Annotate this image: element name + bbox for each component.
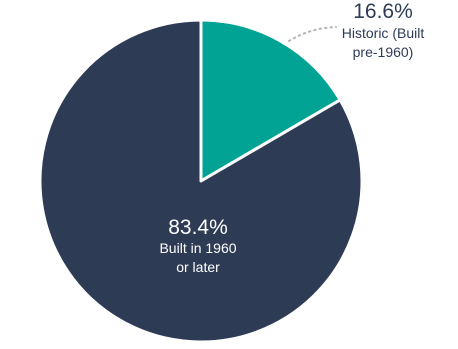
leader-line: [288, 26, 337, 42]
pie-slices: [38, 18, 364, 344]
slice-2-category-label: or later: [176, 259, 220, 275]
pie-slice-2: [38, 18, 364, 344]
slice-1-category-label: pre-1960): [353, 44, 414, 60]
pie-slice-1: [199, 18, 342, 183]
slice-1-value-label: 16.6%: [353, 0, 413, 23]
slice-2-value-label: 83.4%: [168, 216, 228, 239]
slice-2-category-label: Built in 1960: [159, 240, 236, 256]
slice-1-category-label: Historic (Built: [342, 25, 425, 41]
pie-labels: 16.6% Historic (Built pre-1960) 83.4%Built …: [159, 0, 424, 275]
